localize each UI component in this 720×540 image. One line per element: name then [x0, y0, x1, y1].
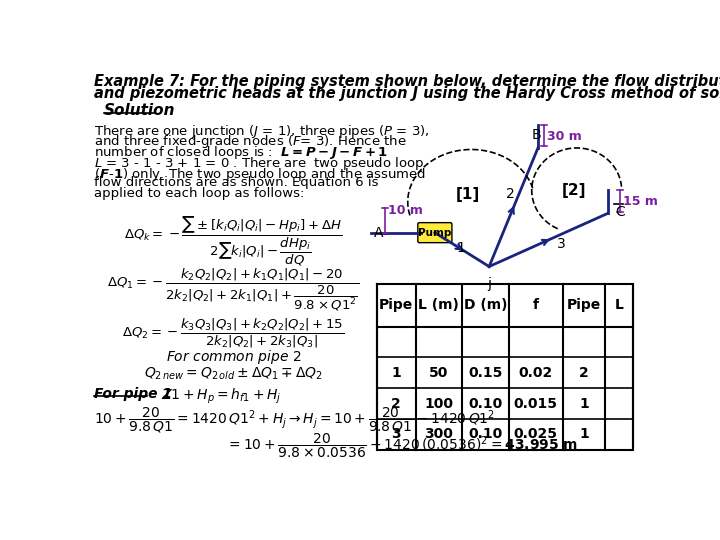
Text: For pipe 1: For pipe 1	[94, 387, 172, 401]
Text: L (m): L (m)	[418, 299, 459, 313]
Text: 1: 1	[391, 366, 401, 380]
Text: 0.15: 0.15	[468, 366, 503, 380]
Text: 0.10: 0.10	[468, 396, 503, 410]
Text: 3: 3	[557, 237, 566, 251]
Text: B: B	[531, 128, 541, 142]
Text: 50: 50	[429, 366, 449, 380]
Text: 100: 100	[424, 396, 454, 410]
Text: applied to each loop as follows:: applied to each loop as follows:	[94, 187, 305, 200]
Text: and three fixed-grade nodes ($F$= 3). Hence the: and three fixed-grade nodes ($F$= 3). He…	[94, 133, 406, 150]
Text: $L$ = 3 - 1 - 3 + 1 = 0 . There are  two pseudo loop: $L$ = 3 - 1 - 3 + 1 = 0 . There are two …	[94, 155, 424, 172]
Text: C: C	[616, 205, 625, 219]
Text: number of closed loops is :  $\boldsymbol{L = P - J - F + 1}$: number of closed loops is : $\boldsymbol…	[94, 144, 388, 161]
Text: j: j	[487, 278, 491, 291]
Text: 0.02: 0.02	[518, 366, 553, 380]
Text: Example 7: For the piping system shown below, determine the flow distribution: Example 7: For the piping system shown b…	[94, 74, 720, 89]
Text: 0.10: 0.10	[468, 427, 503, 441]
Text: $Z1 + H_p = h_{f1} + H_j$: $Z1 + H_p = h_{f1} + H_j$	[161, 387, 282, 406]
Text: f: f	[533, 299, 539, 313]
Text: 10 m: 10 m	[388, 204, 423, 217]
Text: 15 m: 15 m	[624, 195, 658, 208]
Text: [2]: [2]	[562, 183, 587, 198]
Text: D (m): D (m)	[464, 299, 507, 313]
Text: ($\boldsymbol{F}$-$\boldsymbol{1}$) only. The two pseudo loop and the assumed: ($\boldsymbol{F}$-$\boldsymbol{1}$) only…	[94, 166, 426, 183]
Text: Pipe: Pipe	[379, 299, 413, 313]
Text: $\Delta Q_k = -\dfrac{\sum \pm [k_i Q_i |Q_i| - Hp_i] + \Delta H}{2 \sum k_i |Q_: $\Delta Q_k = -\dfrac{\sum \pm [k_i Q_i …	[125, 215, 343, 268]
Text: 1: 1	[579, 396, 589, 410]
Text: 300: 300	[424, 427, 453, 441]
Text: 1: 1	[456, 241, 465, 255]
Text: flow directions are as shown. Equation 6 is: flow directions are as shown. Equation 6…	[94, 177, 379, 190]
Text: Solution: Solution	[104, 103, 176, 118]
Text: 2: 2	[391, 396, 401, 410]
Text: Pump: Pump	[418, 228, 451, 238]
Text: 0.015: 0.015	[513, 396, 557, 410]
Text: 1: 1	[579, 427, 589, 441]
Text: $= 10 + \dfrac{20}{9.8 \times 0.0536} - 1420\,(0.0536)^2 = \mathbf{43.995\ m}$: $= 10 + \dfrac{20}{9.8 \times 0.0536} - …	[225, 431, 577, 460]
Text: There are one junction ($J$ = 1), three pipes ($P$ = 3),: There are one junction ($J$ = 1), three …	[94, 123, 430, 139]
Text: and piezometric heads at the junction J using the Hardy Cross method of solution: and piezometric heads at the junction J …	[94, 86, 720, 102]
Text: $\Delta Q_1 = -\dfrac{k_2 Q_2 |Q_2| + k_1 Q_1 |Q_1| - 20}{2k_2|Q_2| + 2k_1|Q_1| : $\Delta Q_1 = -\dfrac{k_2 Q_2 |Q_2| + k_…	[107, 267, 360, 313]
Text: Pipe: Pipe	[567, 299, 601, 313]
Text: $\mathit{For\ common\ pipe\ 2}$: $\mathit{For\ common\ pipe\ 2}$	[166, 348, 301, 366]
Text: [1]: [1]	[455, 187, 480, 201]
Text: $10 + \dfrac{20}{9.8\,Q1} = 1420\,Q1^2 + H_j \rightarrow H_j = 10 + \dfrac{20}{9: $10 + \dfrac{20}{9.8\,Q1} = 1420\,Q1^2 +…	[94, 406, 495, 435]
Text: 30 m: 30 m	[547, 130, 582, 143]
FancyBboxPatch shape	[418, 222, 452, 242]
Text: 2: 2	[506, 187, 515, 201]
Text: 3: 3	[391, 427, 401, 441]
Text: 0.025: 0.025	[513, 427, 557, 441]
Text: $Q_{2\,new} = Q_{2\,old} \pm \Delta Q_1 \mp \Delta Q_2$: $Q_{2\,new} = Q_{2\,old} \pm \Delta Q_1 …	[144, 365, 323, 381]
Text: L: L	[614, 299, 624, 313]
Text: 2: 2	[579, 366, 589, 380]
Text: A: A	[374, 226, 384, 240]
Text: $\Delta Q_2 = -\dfrac{k_3 Q_3 |Q_3| + k_2 Q_2 |Q_2| + 15}{2k_2|Q_2| + 2k_3|Q_3|}: $\Delta Q_2 = -\dfrac{k_3 Q_3 |Q_3| + k_…	[122, 318, 344, 350]
